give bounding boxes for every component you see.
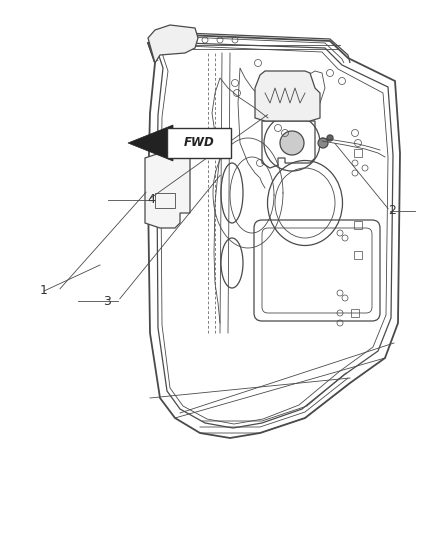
Bar <box>354 251 362 259</box>
Polygon shape <box>145 153 190 228</box>
Text: FWD: FWD <box>184 135 214 149</box>
Circle shape <box>318 138 328 148</box>
Polygon shape <box>148 25 198 63</box>
Circle shape <box>149 187 155 193</box>
Circle shape <box>327 135 333 141</box>
FancyBboxPatch shape <box>167 128 231 158</box>
Text: 2: 2 <box>388 204 396 217</box>
Circle shape <box>280 131 304 155</box>
Text: 4: 4 <box>147 193 155 206</box>
Bar <box>354 149 362 157</box>
Polygon shape <box>255 71 320 121</box>
Polygon shape <box>128 125 223 161</box>
Text: 1: 1 <box>40 284 48 297</box>
Bar <box>351 309 359 317</box>
Bar <box>354 221 362 229</box>
Text: 3: 3 <box>103 295 111 308</box>
